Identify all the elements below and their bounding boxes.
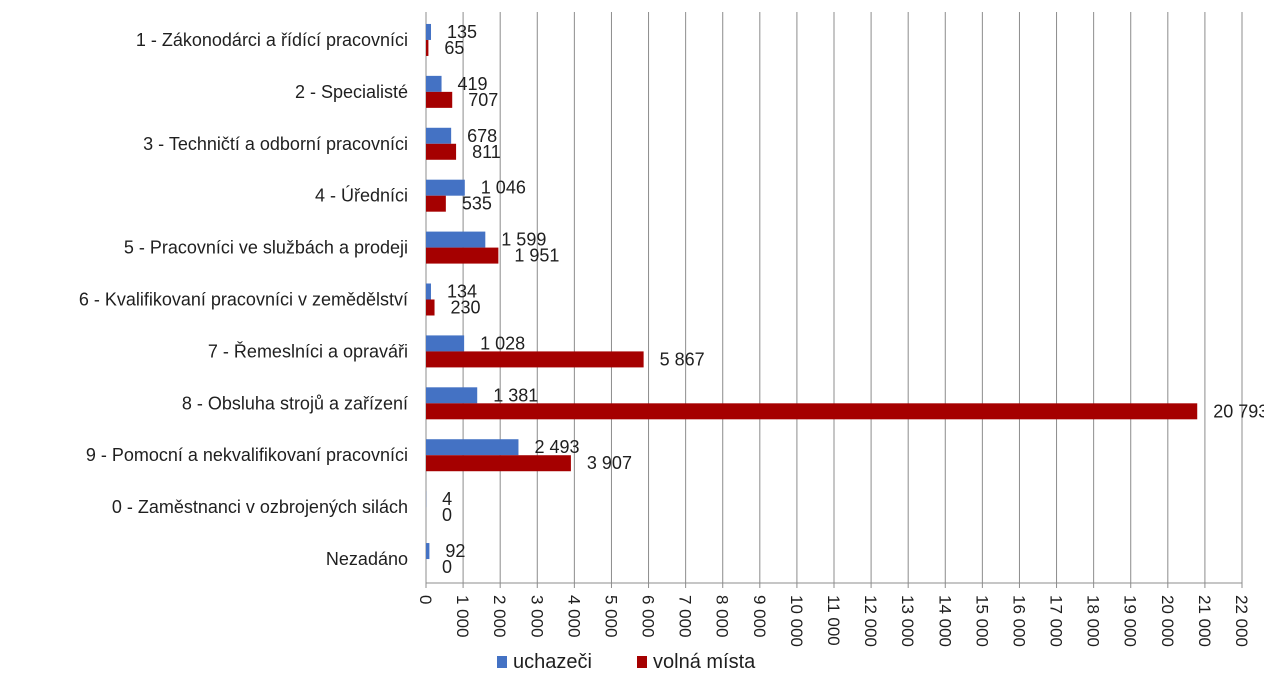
bar-uchazeci (426, 283, 431, 300)
data-label: 1 951 (514, 246, 559, 266)
x-tick-label: 20 000 (1158, 595, 1177, 647)
data-label: 1 599 (501, 230, 546, 250)
data-label: 1 381 (493, 385, 538, 405)
legend-swatch (637, 656, 647, 668)
data-label: 811 (472, 142, 501, 162)
category-label: 4 - Úředníci (315, 185, 408, 206)
bar-uchazeci (426, 23, 432, 40)
data-label: 20 793 (1213, 401, 1264, 421)
data-label: 230 (451, 298, 481, 318)
data-label: 1 046 (481, 178, 526, 198)
data-label: 678 (467, 126, 497, 146)
bar-volna-mista (426, 91, 453, 108)
bar-uchazeci (426, 127, 452, 144)
data-label: 135 (447, 22, 477, 42)
data-label: 3 907 (587, 453, 632, 473)
category-label: 6 - Kvalifikovaní pracovníci v zemědělst… (79, 290, 408, 310)
x-tick-label: 15 000 (972, 595, 991, 647)
data-label: 2 493 (534, 437, 579, 457)
category-label: 7 - Řemeslníci a opraváři (208, 341, 408, 361)
x-tick-label: 12 000 (861, 595, 880, 647)
data-label: 5 867 (660, 349, 705, 369)
data-label: 535 (462, 194, 492, 214)
x-tick-label: 19 000 (1121, 595, 1140, 647)
x-tick-label: 17 000 (1047, 595, 1066, 647)
x-tick-label: 22 000 (1232, 595, 1251, 647)
x-tick-label: 6 000 (639, 595, 658, 638)
x-tick-label: 14 000 (935, 595, 954, 647)
data-label: 134 (447, 282, 477, 302)
category-label: 3 - Techničtí a odborní pracovníci (143, 134, 408, 154)
gridlines (425, 12, 1243, 588)
bar-uchazeci (426, 231, 486, 248)
bar-volna-mista (426, 247, 499, 264)
x-tick-label: 13 000 (898, 595, 917, 647)
legend: uchazeči volná místa (497, 651, 756, 673)
bars (426, 23, 1198, 560)
x-tick-label: 4 000 (564, 595, 583, 638)
data-label: 65 (444, 38, 464, 58)
data-label: 0 (442, 505, 452, 525)
x-tick-label: 16 000 (1009, 595, 1028, 647)
bar-volna-mista (426, 143, 457, 160)
x-tick-label: 9 000 (750, 595, 769, 638)
legend-label: volná místa (653, 651, 756, 673)
bar-volna-mista (426, 39, 429, 56)
x-tick-label: 18 000 (1084, 595, 1103, 647)
legend-swatch (497, 656, 507, 668)
x-tick-label: 0 (416, 595, 435, 604)
x-tick-label: 5 000 (601, 595, 620, 638)
bar-volna-mista (426, 403, 1198, 420)
category-label: 9 - Pomocní a nekvalifikovaní pracovníci (86, 445, 408, 465)
x-tick-label: 3 000 (527, 595, 546, 638)
bar-uchazeci (426, 335, 465, 352)
x-tick-label: 1 000 (453, 595, 472, 638)
legend-label: uchazeči (513, 651, 592, 673)
data-label: 1 028 (480, 333, 525, 353)
bar-volna-mista (426, 351, 644, 368)
x-tick-label: 8 000 (713, 595, 732, 638)
data-label: 92 (445, 541, 465, 561)
x-tick-label: 2 000 (490, 595, 509, 638)
category-label: 8 - Obsluha strojů a zařízení (182, 393, 408, 413)
x-tick-label: 11 000 (824, 595, 843, 646)
x-tick-label: 7 000 (676, 595, 695, 638)
bar-uchazeci (426, 75, 442, 92)
category-labels: 1 - Zákonodárci a řídící pracovníci 2 - S… (79, 30, 408, 569)
category-label: 5 - Pracovníci ve službách a prodeji (124, 238, 408, 258)
bar-volna-mista (426, 195, 446, 212)
data-label: 0 (442, 557, 452, 577)
bar-uchazeci (426, 439, 519, 456)
data-label: 4 (442, 489, 452, 509)
x-tick-labels: 0 1 000 2 000 3 000 4 000 5 000 6 000 7 000 8 00… (416, 595, 1251, 647)
data-label: 419 (458, 74, 488, 94)
category-label: 1 - Zákonodárci a řídící pracovníci (136, 30, 408, 50)
bar-uchazeci (426, 179, 465, 196)
x-tick-label: 10 000 (787, 595, 806, 647)
category-label: Nezadáno (326, 549, 408, 569)
category-label: 0 - Zaměstnanci v ozbrojených silách (112, 497, 408, 517)
bar-volna-mista (426, 455, 571, 472)
x-tick-label: 21 000 (1195, 595, 1214, 647)
bar-uchazeci (426, 387, 478, 404)
bar-volna-mista (426, 299, 435, 316)
category-label: 2 - Specialisté (295, 82, 408, 102)
data-label: 707 (468, 90, 498, 110)
bar-uchazeci (426, 543, 430, 560)
